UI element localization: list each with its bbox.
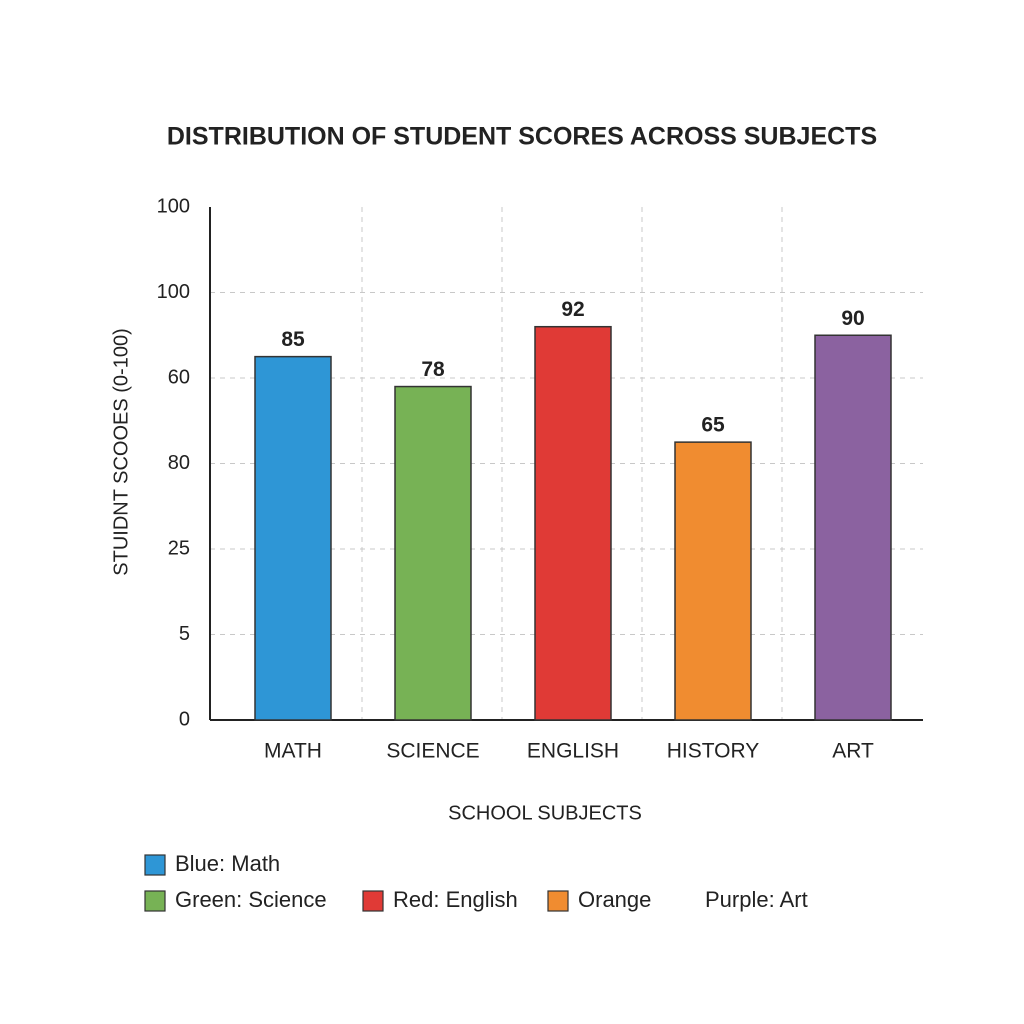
y-tick-label: 60 (168, 366, 190, 388)
data-label: 85 (281, 328, 305, 351)
x-tick-label: ART (832, 740, 874, 763)
x-tick-label: HISTORY (667, 740, 760, 763)
bar (254, 355, 332, 721)
bar (534, 325, 612, 721)
y-tick-label: 5 (179, 623, 190, 645)
y-tick-label: 25 (168, 537, 190, 559)
y-tick-label: 0 (179, 708, 190, 730)
data-label: 65 (701, 414, 725, 437)
x-axis-label: SCHOOL SUBJECTS (448, 802, 642, 824)
y-tick-label: 100 (157, 195, 190, 217)
legend-label: Green: Science (175, 887, 327, 912)
y-tick-label: 100 (157, 281, 190, 303)
legend-label: Orange (578, 887, 651, 912)
chart-title: DISTRIBUTION OF STUDENT SCORES ACROSS SU… (167, 123, 877, 151)
legend-swatch (362, 890, 384, 912)
legend-swatch (144, 890, 166, 912)
legend-swatch (144, 854, 166, 876)
legend-label: Purple: Art (705, 887, 808, 912)
x-tick-label: ENGLISH (527, 740, 619, 763)
x-tick-label: MATH (264, 740, 322, 763)
y-axis-label: STUIDNT SCOOES (0-100) (110, 328, 132, 575)
legend-swatch (547, 890, 569, 912)
bar (394, 385, 472, 721)
legend-label: Red: English (393, 887, 518, 912)
x-tick-label: SCIENCE (386, 740, 479, 763)
legend-label: Blue: Math (175, 851, 280, 876)
data-label: 92 (561, 298, 584, 321)
data-label: 90 (841, 307, 864, 330)
bar (814, 334, 892, 721)
y-tick-label: 80 (168, 452, 190, 474)
bar (674, 441, 752, 721)
data-label: 78 (421, 358, 445, 381)
